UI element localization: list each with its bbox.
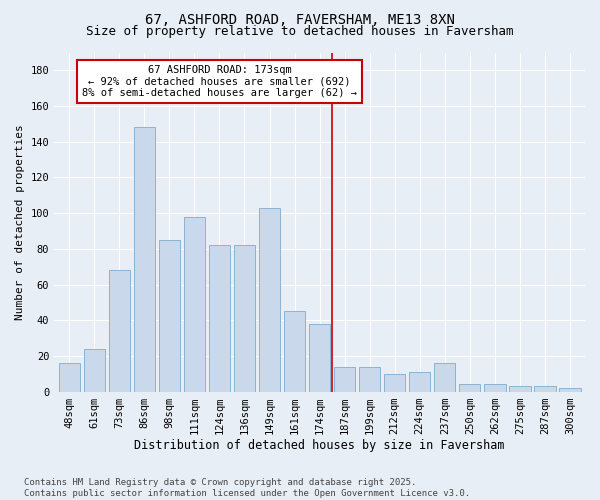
- X-axis label: Distribution of detached houses by size in Faversham: Distribution of detached houses by size …: [134, 440, 505, 452]
- Bar: [409, 372, 430, 392]
- Bar: [459, 384, 481, 392]
- Bar: [234, 245, 255, 392]
- Bar: [484, 384, 506, 392]
- Bar: [184, 216, 205, 392]
- Y-axis label: Number of detached properties: Number of detached properties: [15, 124, 25, 320]
- Bar: [384, 374, 406, 392]
- Bar: [309, 324, 330, 392]
- Bar: [59, 363, 80, 392]
- Bar: [359, 366, 380, 392]
- Bar: [134, 128, 155, 392]
- Text: 67, ASHFORD ROAD, FAVERSHAM, ME13 8XN: 67, ASHFORD ROAD, FAVERSHAM, ME13 8XN: [145, 12, 455, 26]
- Bar: [259, 208, 280, 392]
- Bar: [334, 366, 355, 392]
- Bar: [109, 270, 130, 392]
- Bar: [284, 312, 305, 392]
- Bar: [209, 245, 230, 392]
- Bar: [159, 240, 180, 392]
- Text: Contains HM Land Registry data © Crown copyright and database right 2025.
Contai: Contains HM Land Registry data © Crown c…: [24, 478, 470, 498]
- Text: 67 ASHFORD ROAD: 173sqm
← 92% of detached houses are smaller (692)
8% of semi-de: 67 ASHFORD ROAD: 173sqm ← 92% of detache…: [82, 65, 357, 98]
- Bar: [559, 388, 581, 392]
- Text: Size of property relative to detached houses in Faversham: Size of property relative to detached ho…: [86, 25, 514, 38]
- Bar: [534, 386, 556, 392]
- Bar: [509, 386, 530, 392]
- Bar: [83, 349, 105, 392]
- Bar: [434, 363, 455, 392]
